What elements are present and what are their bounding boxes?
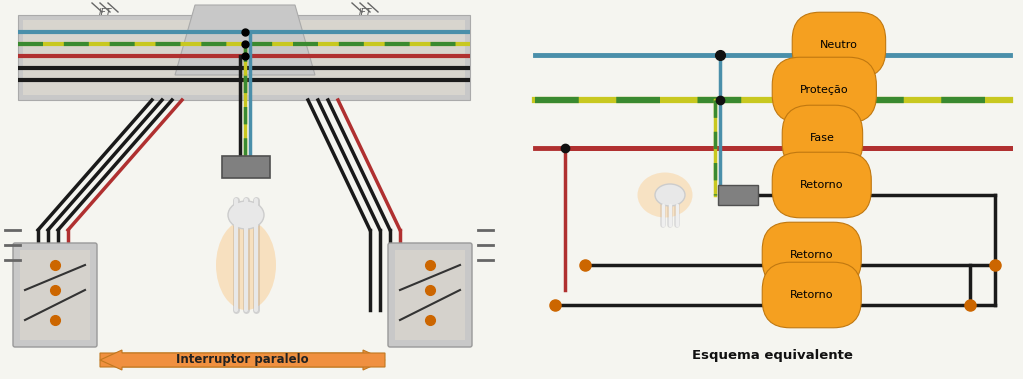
FancyBboxPatch shape [718, 185, 758, 205]
FancyBboxPatch shape [388, 243, 472, 347]
Text: IFT: IFT [358, 8, 371, 17]
FancyBboxPatch shape [395, 250, 465, 340]
FancyBboxPatch shape [222, 156, 270, 178]
Ellipse shape [637, 172, 693, 218]
Polygon shape [175, 5, 315, 75]
Text: Retorno: Retorno [790, 290, 834, 300]
Text: IFT: IFT [98, 8, 112, 17]
FancyBboxPatch shape [20, 250, 90, 340]
Text: Interruptor paralelo: Interruptor paralelo [176, 354, 308, 366]
FancyArrow shape [100, 350, 385, 370]
Ellipse shape [655, 184, 685, 206]
Text: Esquema equivalente: Esquema equivalente [693, 349, 853, 362]
FancyBboxPatch shape [13, 243, 97, 347]
Text: Neutro: Neutro [820, 40, 858, 50]
Ellipse shape [228, 201, 264, 229]
FancyBboxPatch shape [18, 15, 470, 100]
Ellipse shape [216, 220, 276, 310]
Text: Fase: Fase [810, 133, 835, 143]
FancyBboxPatch shape [23, 20, 465, 95]
Text: Retorno: Retorno [800, 180, 844, 190]
Text: Proteção: Proteção [800, 85, 849, 95]
FancyArrow shape [100, 350, 385, 370]
Text: Retorno: Retorno [790, 250, 834, 260]
